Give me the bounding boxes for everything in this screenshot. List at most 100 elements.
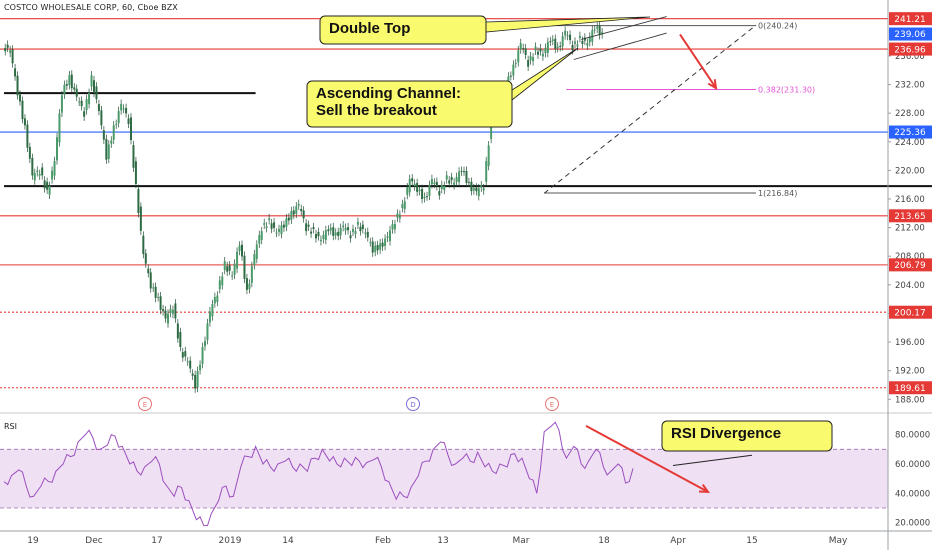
candle-body: [78, 101, 81, 103]
candle-body: [218, 280, 221, 290]
candle-body: [179, 332, 182, 348]
fib-level-label: 0(240.24): [758, 22, 797, 31]
candle-body: [226, 266, 229, 272]
candle-body: [93, 80, 95, 93]
candle-body: [169, 308, 172, 313]
x-tick-label: 2019: [219, 536, 242, 546]
candle-body: [527, 59, 530, 67]
candle-body: [206, 323, 209, 341]
candle-body: [255, 244, 258, 260]
price-tag-label: 239.06: [894, 30, 926, 40]
candle-body: [248, 283, 251, 290]
candle-body: [125, 107, 128, 114]
candle-body: [122, 108, 125, 110]
candle-body: [564, 30, 567, 36]
candle-body: [401, 203, 404, 209]
price-tag-label: 213.65: [894, 212, 926, 222]
candle-body: [112, 125, 115, 140]
candle-body: [31, 157, 34, 176]
candle-body: [23, 118, 26, 126]
y-tick-label: 228.00: [895, 109, 925, 119]
candle-body: [312, 227, 315, 230]
candle-body: [105, 138, 108, 160]
candle-body: [322, 234, 325, 240]
candle-body: [186, 361, 189, 363]
x-tick-label: Apr: [670, 536, 686, 546]
candle-body: [376, 245, 379, 251]
rsi-tick-label: 20.0000: [895, 519, 930, 529]
candle-body: [539, 48, 542, 52]
candle-body: [6, 44, 9, 48]
candle-body: [440, 184, 443, 189]
candle-body: [273, 222, 276, 228]
candle-body: [475, 187, 478, 192]
candle-body: [70, 74, 73, 89]
candle-body: [574, 41, 576, 44]
candle-body: [275, 232, 278, 234]
candle-body: [152, 287, 155, 289]
y-tick-label: 208.00: [895, 252, 925, 262]
candle-body: [556, 46, 559, 49]
price-labels: 241.21 239.06 236.96 225.36 213.65 206.79 200.…: [889, 12, 932, 395]
candle-body: [472, 188, 475, 191]
candle-body: [416, 183, 419, 192]
candle-body: [571, 44, 574, 51]
y-tick-label: 216.00: [895, 195, 925, 205]
candle-body: [282, 224, 285, 228]
candle-body: [586, 43, 589, 46]
y-tick-label: 224.00: [895, 138, 925, 148]
candle-body: [130, 117, 132, 141]
candle-body: [349, 235, 352, 239]
candle-body: [60, 95, 63, 113]
candle-body: [164, 310, 167, 319]
candle-body: [541, 53, 544, 57]
candle-body: [120, 103, 123, 111]
candle-body: [549, 41, 552, 43]
y-tick-label: 236.00: [895, 52, 925, 62]
double-top-callout-tail: [485, 16, 651, 33]
candle-body: [384, 238, 387, 246]
event-marker-label: E: [550, 401, 554, 409]
candle-body: [196, 370, 199, 388]
candle-body: [302, 210, 305, 219]
candle-body: [396, 213, 399, 218]
candle-body: [583, 37, 586, 41]
candle-body: [46, 181, 49, 190]
candle-body: [297, 203, 300, 206]
candle-body: [588, 36, 591, 43]
candle-body: [445, 175, 448, 180]
candle-body: [265, 226, 268, 229]
candle-body: [292, 210, 295, 215]
candle-body: [428, 184, 431, 196]
candle-body: [110, 140, 113, 144]
candle-body: [381, 242, 384, 247]
sell-arrow-head: [707, 79, 718, 91]
candle-body: [448, 180, 451, 184]
price-tag-label: 225.36: [894, 128, 926, 138]
candle-body: [300, 209, 303, 212]
rsi-divergence-arrow-head: [698, 483, 711, 493]
rsi-tick-label: 40.0000: [895, 489, 930, 499]
candle-body: [56, 137, 58, 161]
x-tick-label: Feb: [375, 536, 391, 546]
candle-body: [228, 265, 231, 271]
price-tag-label: 236.96: [894, 45, 926, 55]
candle-body: [95, 86, 98, 100]
candle-body: [598, 25, 601, 36]
candle-body: [342, 225, 345, 228]
candle-body: [171, 309, 174, 314]
candle-body: [485, 161, 488, 182]
candle-body: [403, 201, 406, 209]
candle-body: [58, 113, 61, 143]
sell-arrow: [679, 33, 717, 89]
candle-body: [80, 100, 83, 107]
candle-body: [102, 130, 105, 140]
candle-body: [467, 182, 470, 184]
candle-body: [339, 227, 342, 236]
candle-body: [463, 171, 465, 173]
candle-body: [117, 111, 120, 124]
candle-body: [167, 313, 169, 324]
candle-body: [480, 185, 483, 188]
candle-body: [430, 178, 433, 185]
